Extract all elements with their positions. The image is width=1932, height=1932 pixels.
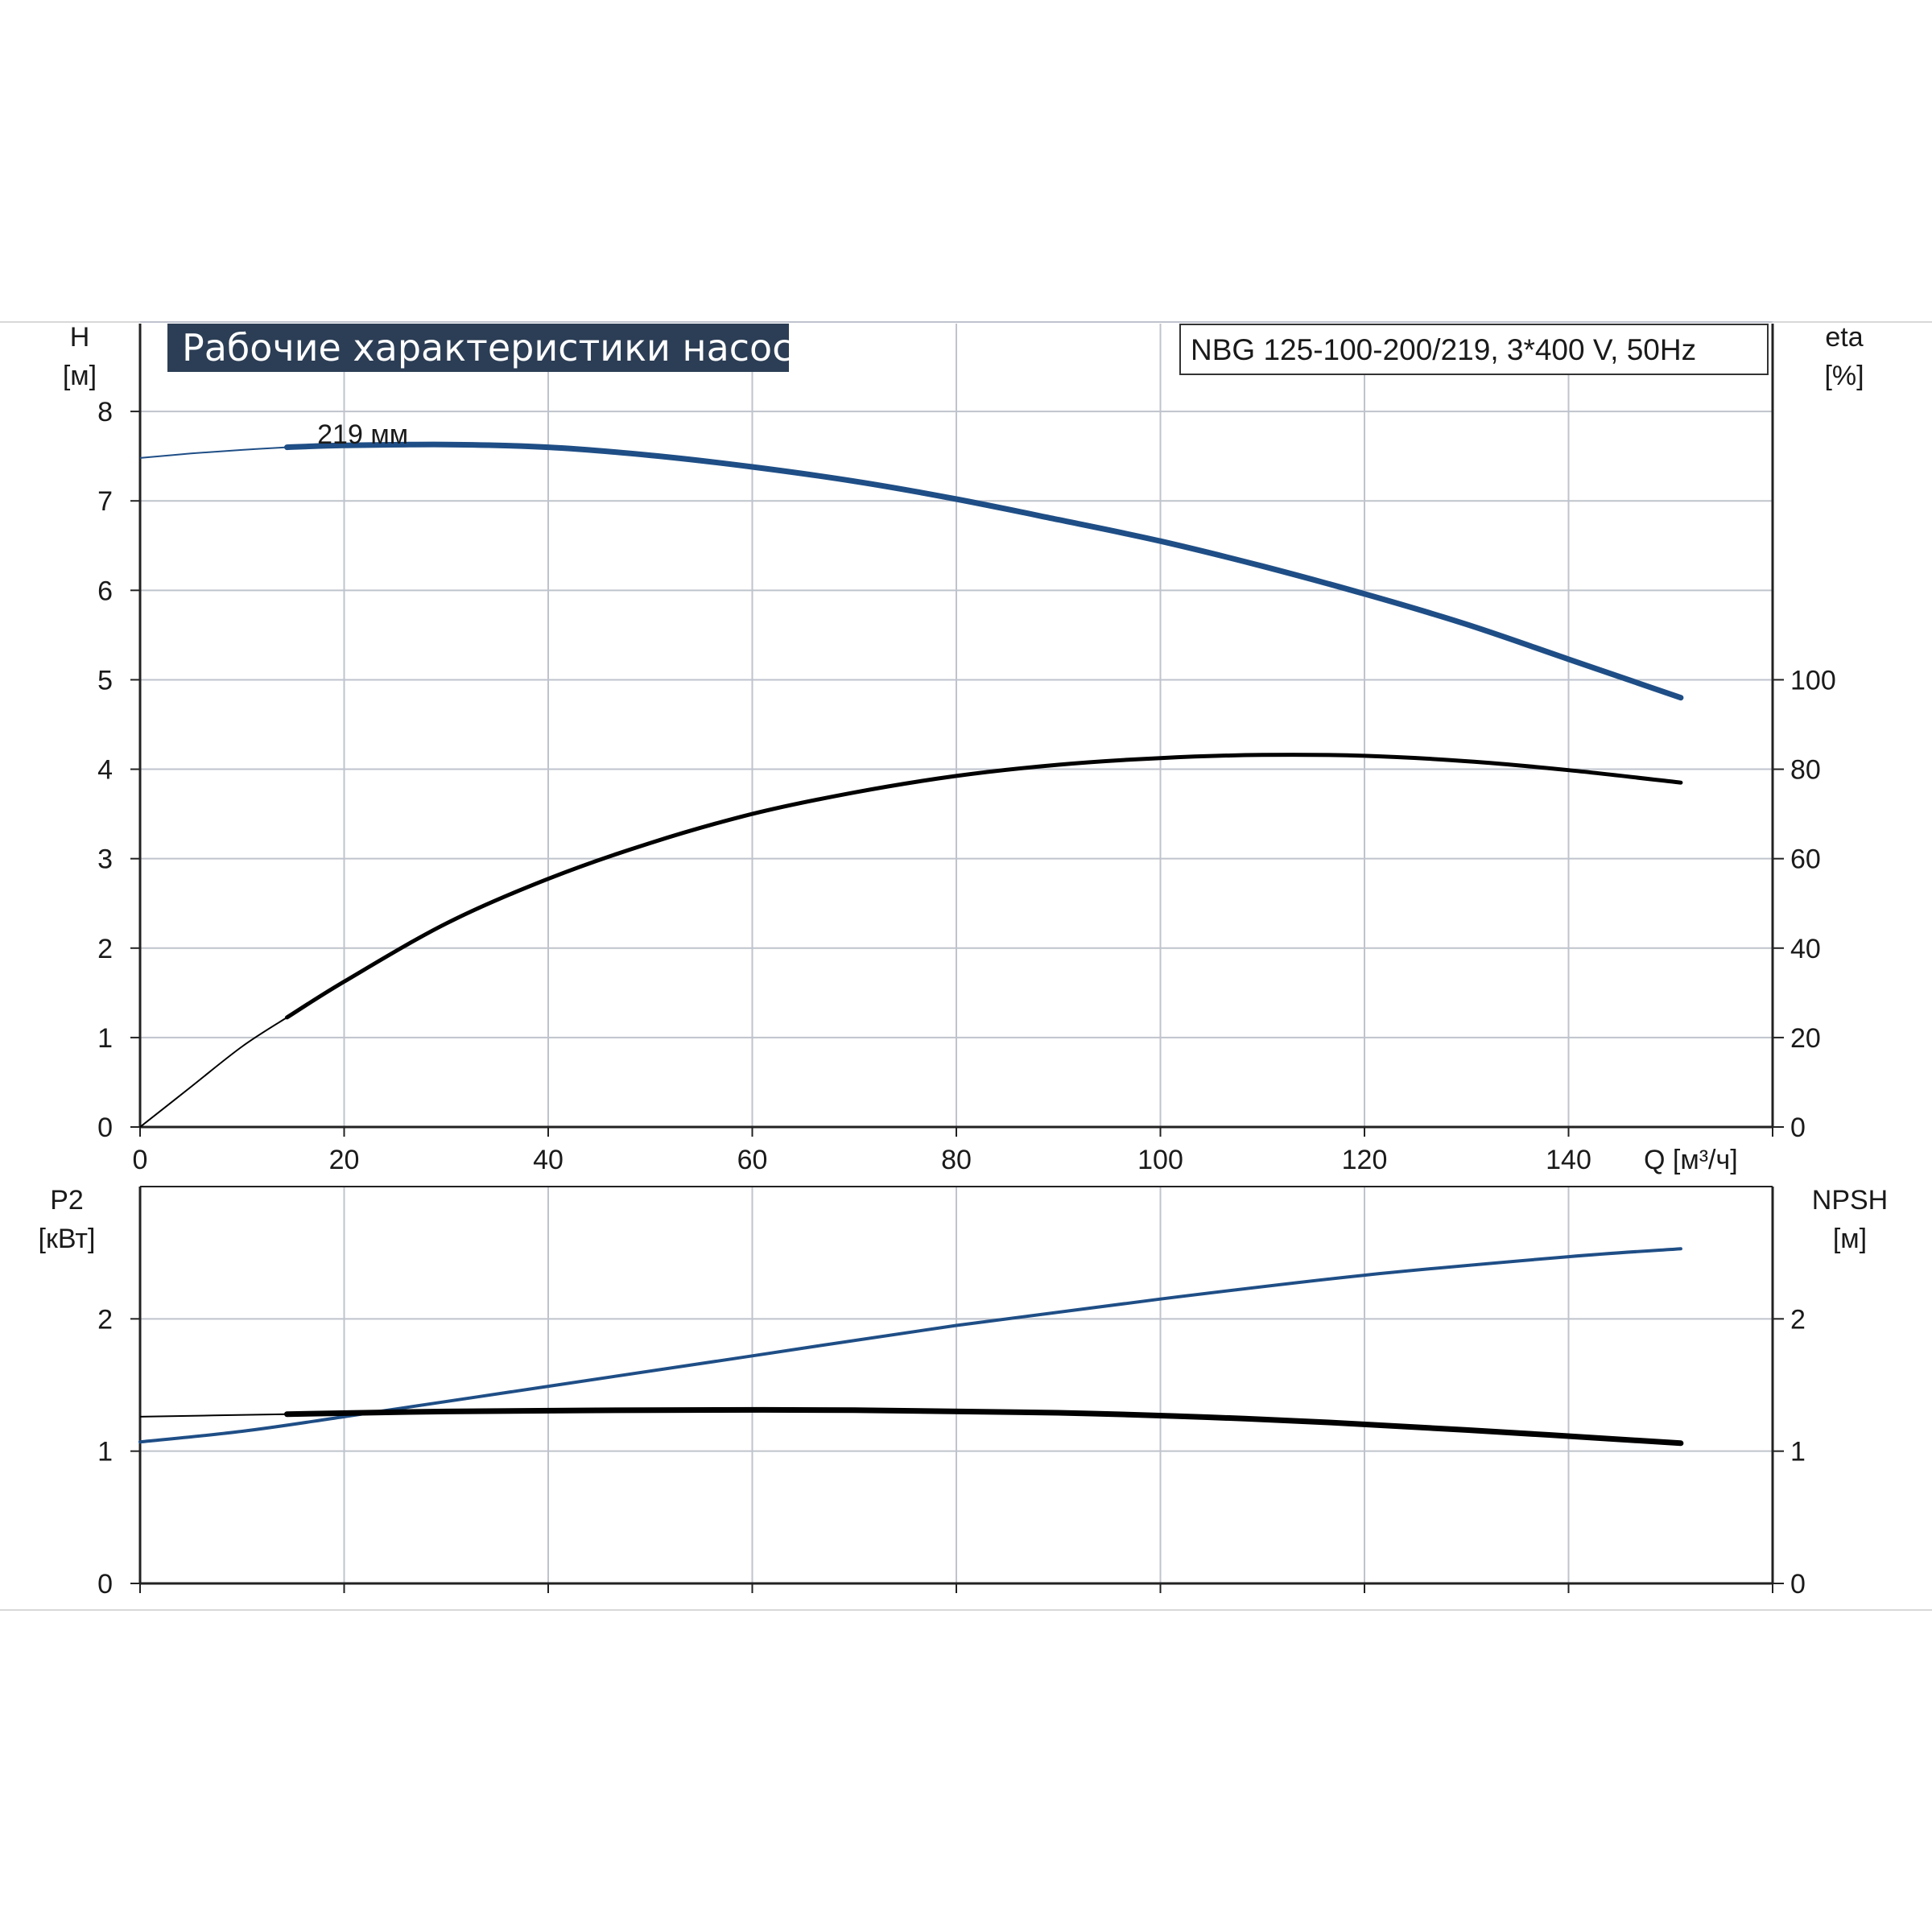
right-tick-label: 60: [1790, 844, 1821, 875]
bottom-series: [138, 1247, 1684, 1447]
right-tick-label: 1: [1790, 1437, 1806, 1468]
title-banner: [167, 324, 789, 372]
npsh-curve-extension: [139, 1413, 287, 1418]
x-tick-label: 0: [133, 1145, 148, 1175]
power-axis-label: P2: [50, 1185, 84, 1216]
eta-axis-unit: [%]: [1824, 361, 1864, 391]
npsh-axis-label: NPSH: [1812, 1185, 1888, 1216]
left-tick-label: 0: [97, 1569, 113, 1600]
x-tick-label: 140: [1546, 1145, 1591, 1175]
power-npsh-panel: 0 1 2 0 1 2 P2 [кВт] NPSH [м]: [39, 1185, 1889, 1600]
right-tick-label: 80: [1790, 755, 1821, 786]
flow-axis-label: Q [м³/ч]: [1644, 1145, 1738, 1175]
x-tick-label: 60: [737, 1145, 768, 1175]
right-tick-label: 0: [1790, 1569, 1806, 1600]
model-label: NBG 125-100-200/219, 3*400 V, 50Hz: [1191, 333, 1696, 366]
right-tick-label: 40: [1790, 934, 1821, 964]
x-tick-label: 120: [1342, 1145, 1388, 1175]
model-box: [1179, 324, 1769, 375]
head-axis-label: H: [70, 322, 90, 353]
x-tick-label: 80: [941, 1145, 972, 1175]
chart-title: Рабочие характеристики насоса: [182, 326, 815, 369]
left-tick-label: 2: [97, 1304, 113, 1335]
right-tick-label: 20: [1790, 1023, 1821, 1054]
eta-axis-label: eta: [1825, 322, 1863, 353]
left-tick-label: 2: [97, 934, 113, 964]
power-axis-unit: [кВт]: [39, 1224, 96, 1254]
left-tick-label: 1: [97, 1023, 113, 1054]
right-tick-label: 100: [1790, 665, 1836, 696]
efficiency-curve-extension: [139, 1017, 288, 1128]
left-tick-label: 8: [97, 397, 113, 427]
x-tick-label: 40: [533, 1145, 564, 1175]
x-tick-label: 100: [1137, 1145, 1183, 1175]
left-tick-label: 6: [97, 576, 113, 606]
x-tick-label: 20: [329, 1145, 360, 1175]
power-curve: [138, 1247, 1682, 1444]
head-axis-unit: [м]: [63, 361, 97, 391]
efficiency-curve: [285, 753, 1683, 1020]
npsh-axis-unit: [м]: [1833, 1224, 1867, 1254]
head-curve: [284, 441, 1684, 701]
left-tick-label: 7: [97, 486, 113, 517]
head-curve-extension: [139, 446, 287, 459]
top-series: [139, 441, 1684, 1128]
left-tick-label: 0: [97, 1113, 113, 1143]
left-tick-label: 5: [97, 665, 113, 696]
left-tick-label: 3: [97, 844, 113, 875]
npsh-curve: [284, 1406, 1684, 1447]
right-tick-label: 0: [1790, 1113, 1806, 1143]
impeller-annotation: 219 мм: [317, 419, 408, 450]
right-tick-label: 2: [1790, 1304, 1806, 1335]
bottom-grid: [140, 1186, 1773, 1583]
left-tick-label: 1: [97, 1437, 113, 1468]
left-tick-label: 4: [97, 755, 113, 786]
bottom-tick-labels: 0 1 2 0 1 2: [97, 1304, 1806, 1600]
